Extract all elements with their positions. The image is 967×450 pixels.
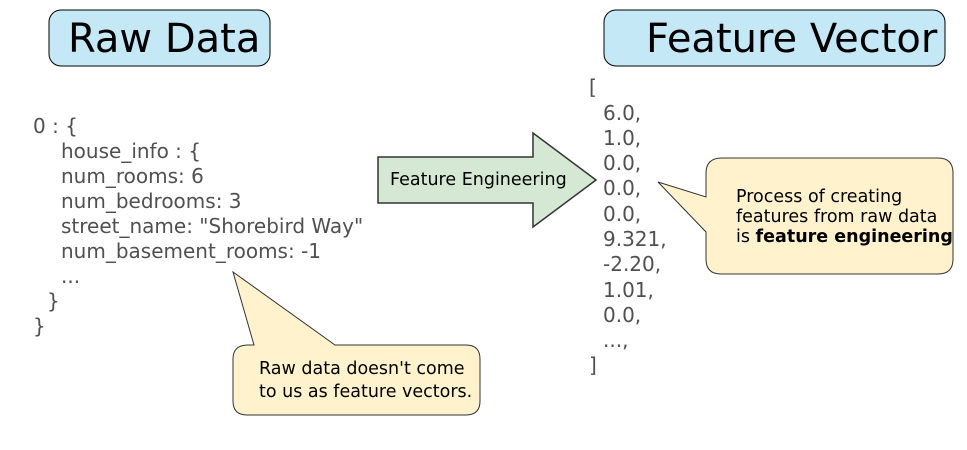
callout-text: features from raw data bbox=[736, 207, 937, 227]
code-line: ... bbox=[61, 264, 80, 288]
code-line: } bbox=[47, 289, 60, 313]
arrow-label: Feature Engineering bbox=[390, 170, 567, 190]
vector-value: 0.0, bbox=[603, 151, 641, 175]
vector-value: 0.0, bbox=[603, 303, 641, 327]
vector-value: 0.0, bbox=[603, 202, 641, 226]
callout-text: is feature engineering bbox=[736, 227, 953, 247]
code-line: num_rooms: 6 bbox=[61, 164, 204, 188]
vector-value: ..., bbox=[603, 328, 628, 352]
vector-value: 1.01, bbox=[603, 278, 654, 302]
callout-text: to us as feature vectors. bbox=[259, 382, 472, 402]
vector-value: 0.0, bbox=[603, 176, 641, 200]
feature-engineering-callout: Process of creating features from raw da… bbox=[657, 157, 954, 275]
raw-data-code: 0 : { house_info : { num_rooms: 6 num_be… bbox=[33, 114, 363, 338]
raw-data-title: Raw Data bbox=[68, 16, 260, 62]
vector-value: 9.321, bbox=[603, 227, 667, 251]
feature-vector-list: [ 6.0, 1.0, 0.0, 0.0, 0.0, 9.321, -2.20,… bbox=[589, 75, 667, 377]
close-bracket: ] bbox=[589, 353, 597, 377]
callout-text: Process of creating bbox=[736, 187, 902, 207]
code-line: num_basement_rooms: -1 bbox=[61, 239, 321, 263]
vector-value: 1.0, bbox=[603, 126, 641, 150]
callout-text: Raw data doesn't come bbox=[259, 359, 465, 379]
raw-data-callout: Raw data doesn't come to us as feature v… bbox=[232, 270, 481, 416]
open-bracket: [ bbox=[589, 75, 597, 99]
feature-vector-title: Feature Vector bbox=[646, 16, 938, 62]
feature-vector-title-box: Feature Vector bbox=[603, 9, 946, 67]
callout-text-bold: feature engineering bbox=[756, 227, 953, 247]
callout-text-prefix: is bbox=[736, 227, 756, 247]
code-line: street_name: "Shorebird Way" bbox=[61, 214, 363, 238]
code-line: 0 : { bbox=[33, 114, 78, 138]
feature-engineering-arrow: Feature Engineering bbox=[377, 131, 598, 229]
code-line: num_bedrooms: 3 bbox=[61, 189, 242, 213]
raw-data-title-box: Raw Data bbox=[48, 9, 271, 67]
vector-value: 6.0, bbox=[603, 101, 641, 125]
code-line: } bbox=[33, 314, 46, 338]
code-line: house_info : { bbox=[61, 139, 201, 163]
vector-value: -2.20, bbox=[603, 252, 661, 276]
